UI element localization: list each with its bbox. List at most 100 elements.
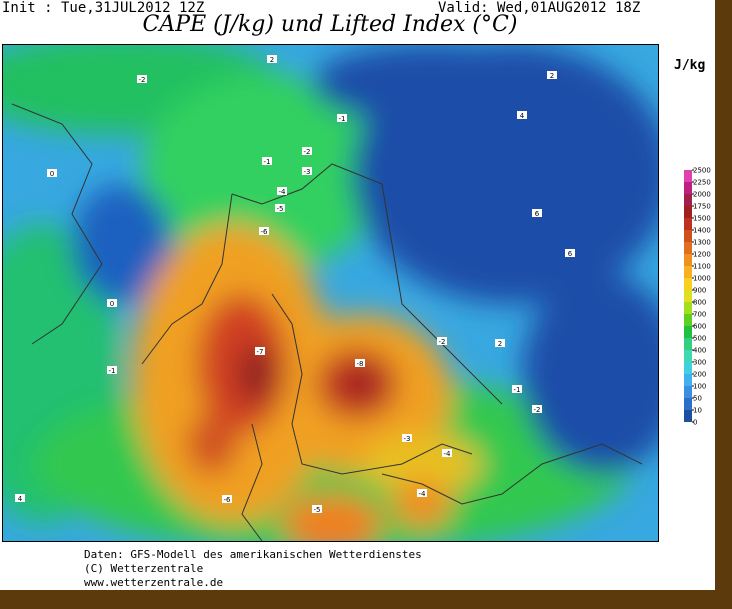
contour-label-box xyxy=(137,75,147,83)
colorbar-cell xyxy=(684,266,692,278)
contour-label: -2 xyxy=(534,406,541,414)
colorbar-cell xyxy=(684,338,692,350)
contour-label-box xyxy=(275,204,285,212)
contour-label-box xyxy=(302,147,312,155)
contour-label-box xyxy=(107,299,117,307)
colorbar-cell xyxy=(684,182,692,194)
contour-label: -2 xyxy=(139,76,146,84)
border-right xyxy=(715,0,732,609)
colorbar-cell xyxy=(684,398,692,410)
colorbar-label: 300 xyxy=(693,359,706,367)
colorbar-cell xyxy=(684,290,692,302)
contour-label-box xyxy=(107,366,117,374)
contour-label: -4 xyxy=(444,450,452,458)
contour-label: -8 xyxy=(357,360,364,368)
colorbar-label: 1300 xyxy=(693,239,711,247)
colorbar-label: 1500 xyxy=(693,215,711,223)
copyright: (C) Wetterzentrale xyxy=(84,562,204,575)
contour-label: -4 xyxy=(419,490,427,498)
contour-label: -7 xyxy=(257,348,264,356)
contour-label: -3 xyxy=(404,435,411,443)
colorbar-label: 2000 xyxy=(693,191,711,199)
colorbar-cell xyxy=(684,374,692,386)
contour-label-box xyxy=(417,489,427,497)
map: -2 0 2 -1 -2 -3 -4 -5 -6 -7 -8 -1 0 2 4 6 -4 -5 -6 -1 -2 -3 -4… xyxy=(2,44,659,542)
colorbar-cell xyxy=(684,218,692,230)
colorbar-cell xyxy=(684,410,692,422)
contour-label: -1 xyxy=(264,158,271,166)
colorbar-cell xyxy=(684,194,692,206)
contour-label: -3 xyxy=(304,168,311,176)
website: www.wetterzentrale.de xyxy=(84,576,224,589)
colorbar-label: 2500 xyxy=(693,167,711,175)
contour-label: -6 xyxy=(261,228,269,236)
valid-time: Valid: Wed,01AUG2012 18Z xyxy=(438,0,641,16)
colorbar-label: 1750 xyxy=(693,203,711,211)
contour-label-box xyxy=(267,55,277,63)
contour-label: -1 xyxy=(514,386,521,394)
map-frame xyxy=(2,44,659,542)
contour-label-box xyxy=(47,169,57,177)
field xyxy=(2,44,658,541)
contour-label-box xyxy=(15,494,25,502)
colorbar-cell xyxy=(684,386,692,398)
contour-label: 2 xyxy=(498,340,502,348)
contour-label-box xyxy=(402,434,412,442)
contour-label-box xyxy=(517,111,527,119)
colorbar-cell xyxy=(684,314,692,326)
contour-label-box xyxy=(532,405,542,413)
init-time: Init : Tue,31JUL2012 12Z xyxy=(2,0,205,16)
contour-label-box xyxy=(512,385,522,393)
colorbar-label: 1100 xyxy=(693,263,711,271)
colorbar-label: 2250 xyxy=(693,179,711,187)
contour-label: 6 xyxy=(535,210,540,218)
contour-label-box xyxy=(262,157,272,165)
colorbar-cell xyxy=(684,326,692,338)
colorbar-cell xyxy=(684,242,692,254)
colorbar-label: 900 xyxy=(693,287,706,295)
contour-label-box xyxy=(259,227,269,235)
contour-label-box xyxy=(437,337,447,345)
contour-label-box xyxy=(547,71,557,79)
colorbar-label: 400 xyxy=(693,347,706,355)
contour-label: 4 xyxy=(18,495,23,503)
colorbar-label: 200 xyxy=(693,371,706,379)
colorbar-cell xyxy=(684,302,692,314)
colorbar-label: 10 xyxy=(693,407,702,415)
contour-label: 0 xyxy=(110,300,114,308)
contour-label: 6 xyxy=(568,250,573,258)
contour-label: -2 xyxy=(439,338,446,346)
contour-label-box xyxy=(302,167,312,175)
contour-label-box xyxy=(495,339,505,347)
colorbar-label: 600 xyxy=(693,323,706,331)
contour-label: -1 xyxy=(339,115,346,123)
contour-label-box xyxy=(442,449,452,457)
colorbar-cell xyxy=(684,230,692,242)
contour-label: 2 xyxy=(550,72,554,80)
contour-label: -6 xyxy=(224,496,232,504)
colorbar: 0 10 50 100 200 300 400 500 600 700 800 900 1000 1100… xyxy=(684,167,711,427)
contour-label: 4 xyxy=(520,112,525,120)
contour-label-box xyxy=(222,495,232,503)
contour-label-box xyxy=(277,187,287,195)
colorbar-cell xyxy=(684,254,692,266)
contour-label-box xyxy=(355,359,365,367)
contour-label-box xyxy=(565,249,575,257)
colorbar-cell xyxy=(684,362,692,374)
border-bottom xyxy=(0,590,732,609)
contour-label-box xyxy=(532,209,542,217)
colorbar-label: 500 xyxy=(693,335,706,343)
colorbar-label: 800 xyxy=(693,299,706,307)
contour-label: 2 xyxy=(270,56,274,64)
map-title: CAPE (J/kg) und Lifted Index (°C) xyxy=(142,12,518,37)
colorbar-cell xyxy=(684,170,692,182)
contour-label: -5 xyxy=(277,205,284,213)
contour-label-box xyxy=(255,347,265,355)
source: Daten: GFS-Modell des amerikanischen Wet… xyxy=(84,548,422,561)
colorbar-label: 1400 xyxy=(693,227,711,235)
contour-label: -2 xyxy=(304,148,311,156)
contour-label: -1 xyxy=(109,367,116,375)
borders xyxy=(11,103,643,541)
colorbar-label: 50 xyxy=(693,395,702,403)
